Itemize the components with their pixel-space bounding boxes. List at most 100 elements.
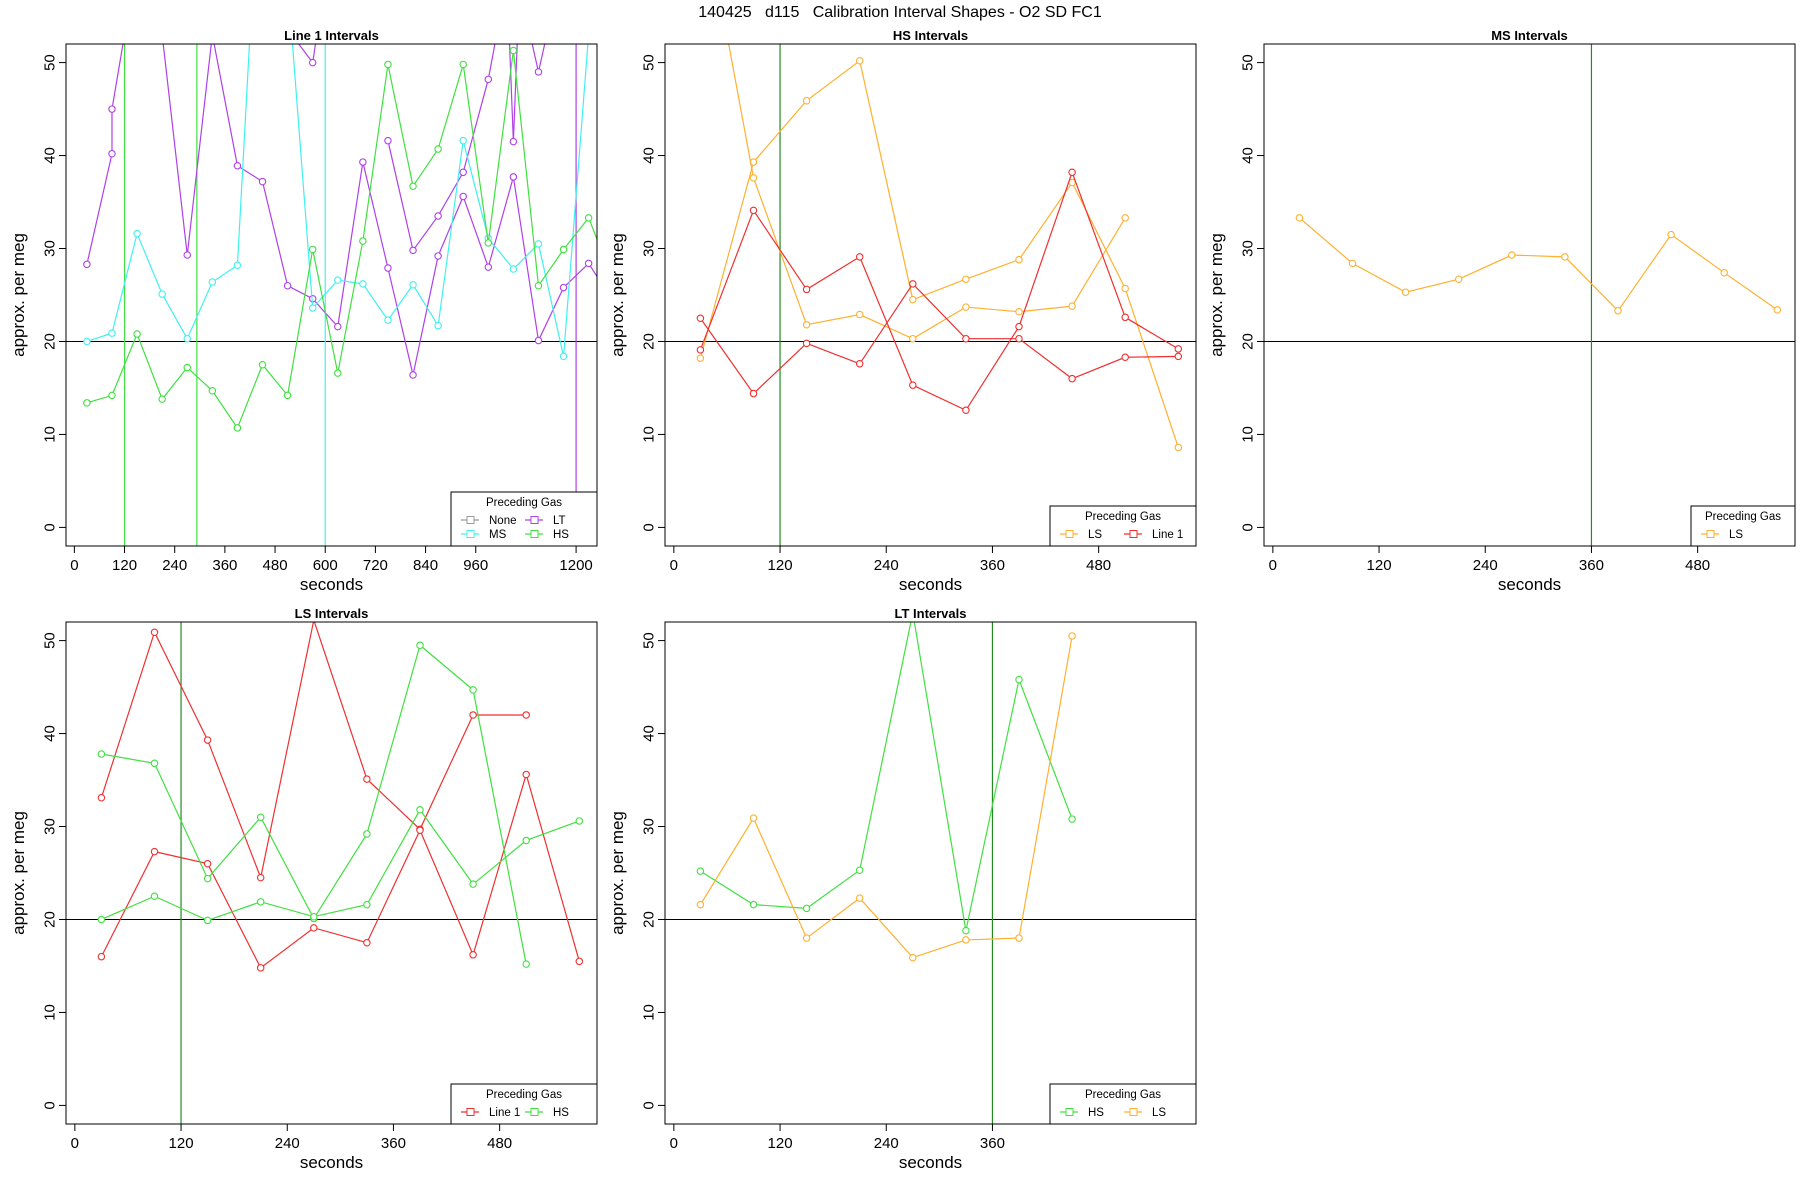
legend-entry-ls: LS (1088, 529, 1102, 541)
data-point (1015, 934, 1023, 942)
data-point (1614, 307, 1622, 315)
data-point (696, 900, 705, 909)
data-point (409, 246, 417, 255)
data-point (310, 924, 318, 932)
data-point (522, 960, 530, 968)
data-point (97, 915, 106, 924)
figure-title: 140425 d115 Calibration Interval Shapes … (698, 4, 1102, 21)
x-tick-label: 240 (874, 557, 899, 574)
data-point (459, 192, 467, 201)
legend-marker (1129, 530, 1138, 538)
data-point (108, 149, 116, 158)
series-line-ls (728, 44, 1126, 340)
y-axis-label: approx. per meg (1207, 233, 1226, 357)
data-point (469, 711, 477, 719)
x-tick-label: 360 (212, 557, 237, 574)
data-point (1174, 352, 1183, 361)
data-point (334, 322, 342, 331)
data-point (575, 957, 584, 966)
data-point (509, 46, 518, 55)
data-point (696, 867, 705, 875)
data-point (1068, 302, 1076, 310)
data-point (1773, 306, 1782, 314)
legend-marker (1706, 530, 1715, 538)
data-point (308, 304, 317, 312)
data-point (459, 60, 467, 69)
data-point (484, 239, 493, 247)
data-point (183, 334, 192, 343)
data-point (909, 295, 917, 304)
data-point (334, 276, 342, 284)
y-tick-label: 50 (1240, 54, 1257, 71)
legend-box (450, 1083, 598, 1125)
legend-entry-none: None (489, 515, 517, 527)
data-point (1174, 443, 1183, 452)
data-point (1121, 214, 1129, 222)
data-point (363, 775, 371, 783)
plot-frame (65, 43, 598, 547)
data-point (802, 934, 811, 942)
data-point (133, 330, 141, 338)
panel-4: LS Intervals 0 120 240 360 480 0 10 20 30 40 50 seco… (9, 606, 598, 1172)
legend-marker (1129, 1108, 1138, 1116)
data-point (97, 952, 106, 961)
data-point (203, 859, 212, 868)
legend-entry-hs: HS (553, 529, 569, 541)
x-tick-label: 0 (1269, 557, 1277, 574)
series-line-line-1 (100, 772, 580, 969)
data-point (203, 874, 212, 883)
legend-marker (1065, 530, 1074, 538)
data-point (409, 182, 417, 190)
data-point (459, 136, 467, 145)
data-point (363, 938, 371, 947)
y-tick-label: 30 (641, 240, 658, 257)
data-point (434, 252, 442, 260)
panel-3: MS Intervals 0 120 240 360 480 0 10 20 30 40 50 seco… (1207, 28, 1796, 594)
x-tick-label: 120 (112, 557, 137, 574)
data-point (308, 245, 317, 254)
series-line-hs (86, 50, 597, 430)
plot-area (665, 622, 1196, 1124)
legend-box (1049, 505, 1197, 547)
legend-entry-line-1: Line 1 (489, 1107, 520, 1119)
y-tick-label: 0 (641, 1101, 658, 1109)
legend: Preceding Gas LS Line 1 (1049, 505, 1197, 547)
plot-area (66, 44, 597, 546)
x-tick-label: 240 (1473, 557, 1498, 574)
data-point (962, 303, 970, 311)
series-line-lt (531, 44, 546, 73)
y-tick-label: 0 (1240, 523, 1257, 531)
y-tick-label: 40 (641, 725, 658, 742)
x-tick-label: 120 (768, 1135, 793, 1152)
data-point (802, 339, 811, 348)
data-point (1667, 230, 1675, 239)
plot-frame (65, 621, 598, 1125)
data-point (1174, 345, 1183, 353)
data-point (150, 847, 159, 856)
data-point (802, 285, 811, 294)
x-axis-label: seconds (300, 1153, 363, 1172)
data-point (310, 912, 318, 921)
x-tick-label: 480 (1086, 557, 1111, 574)
series-line-lt (86, 44, 597, 376)
legend-entry-line-1: Line 1 (1152, 529, 1183, 541)
data-point (522, 836, 530, 845)
plot-area (665, 44, 1196, 546)
legend-entry-lt: LT (553, 515, 566, 527)
legend-entry-hs: HS (553, 1107, 569, 1119)
data-point (83, 337, 91, 346)
data-point (434, 321, 442, 330)
x-tick-label: 240 (275, 1135, 300, 1152)
data-point (203, 736, 212, 744)
data-point (258, 177, 267, 186)
data-point (108, 329, 116, 337)
data-point (696, 346, 705, 354)
legend-box (1690, 505, 1796, 547)
panel-title: Line 1 Intervals (284, 28, 379, 43)
x-tick-label: 120 (1367, 557, 1392, 574)
panel-2: HS Intervals 0 120 240 360 480 0 10 20 30 40 50 seco… (608, 28, 1197, 594)
legend: Preceding Gas Line 1 HS (450, 1083, 598, 1125)
data-point (584, 214, 593, 222)
data-point (559, 352, 568, 361)
legend-entry-hs: HS (1088, 1107, 1104, 1119)
